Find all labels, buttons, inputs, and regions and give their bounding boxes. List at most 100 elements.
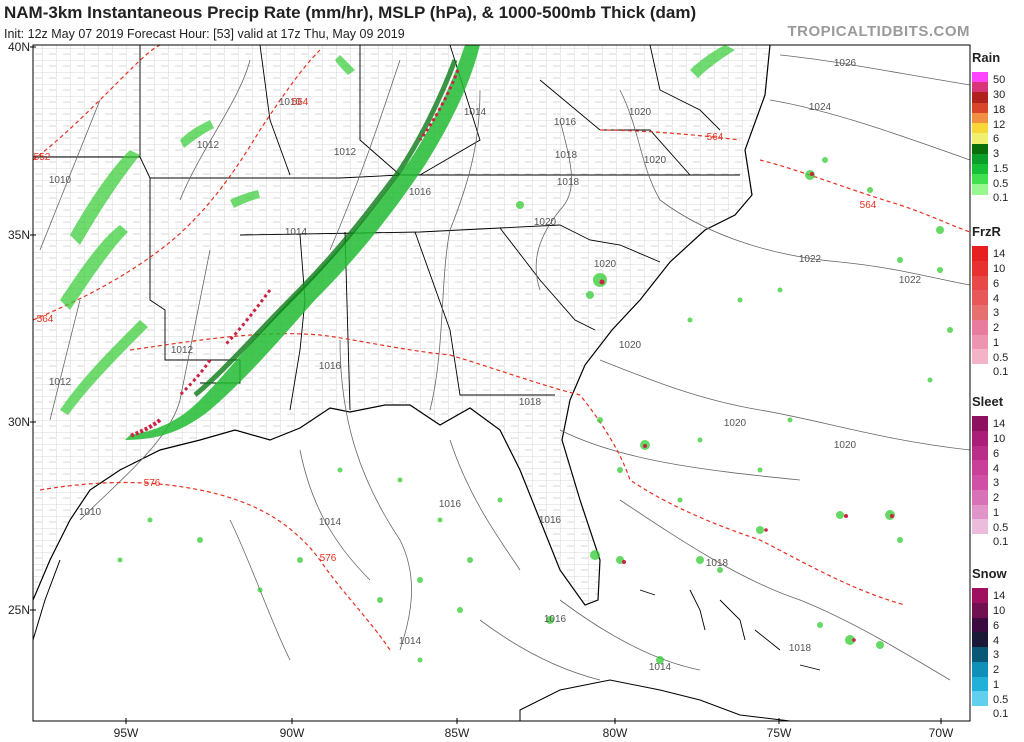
legend-tick-label: 2 xyxy=(993,322,1000,335)
legend-swatch xyxy=(972,275,988,291)
legend-swatch xyxy=(972,260,988,276)
legend-swatch xyxy=(972,194,988,205)
isobars xyxy=(39,54,970,681)
lat-label: 30N xyxy=(8,415,30,429)
isobar-label: 1020 xyxy=(594,259,617,270)
isobar-label: 1010 xyxy=(49,175,72,186)
mexico-coastline xyxy=(33,559,61,641)
legend-tick-label: 1.5 xyxy=(993,162,1009,175)
isobar-label: 1020 xyxy=(644,155,667,166)
legend-swatch xyxy=(972,72,988,83)
legend-tick-label: 6 xyxy=(993,619,1000,632)
legend-swatch xyxy=(972,632,988,648)
legend-swatch xyxy=(972,661,988,677)
isobar-label: 1022 xyxy=(799,254,822,265)
legend-swatch xyxy=(972,133,988,144)
legend-tick-label: 14 xyxy=(993,418,1006,431)
legend-swatch xyxy=(972,617,988,633)
legend-tick-label: 3 xyxy=(993,649,1000,662)
legend-rain-colorbar xyxy=(972,72,988,205)
thickness-label: 564 xyxy=(707,132,724,143)
legend-tick-label: 3 xyxy=(993,148,1000,161)
isobar-label: 1012 xyxy=(197,140,220,151)
lon-label: 80W xyxy=(603,726,628,740)
legend-swatch xyxy=(972,602,988,618)
isobar-label: 1018 xyxy=(555,150,578,161)
legend-tick-label: 0.5 xyxy=(993,351,1009,364)
isobar-label: 1014 xyxy=(319,517,342,528)
legend-tick-label: 6 xyxy=(993,133,1000,146)
legend-swatch xyxy=(972,691,988,707)
thickness-label: 564 xyxy=(292,97,309,108)
legend-swatch xyxy=(972,489,988,505)
brand-watermark: TROPICALTIDBITS.COM xyxy=(787,23,970,40)
isobar-label: 1020 xyxy=(619,340,642,351)
isobar-label: 1014 xyxy=(464,107,487,118)
isobar-label: 1012 xyxy=(334,147,357,158)
legend-tick-label: 0.5 xyxy=(993,177,1009,190)
legend-tick-label: 12 xyxy=(993,118,1006,131)
legend-frzr-colorbar xyxy=(972,246,988,379)
legend-tick-label: 6 xyxy=(993,447,1000,460)
legend-tick-label: 1 xyxy=(993,506,1000,519)
legend-swatch xyxy=(972,305,988,320)
isobar-label: 1016 xyxy=(544,614,567,625)
lat-label: 35N xyxy=(8,228,30,242)
precip-squall-line xyxy=(125,45,480,440)
longitude-labels: 95W 90W 85W 80W 75W 70W xyxy=(114,718,954,740)
legend-tick-label: 3 xyxy=(993,307,1000,320)
legend-swatch xyxy=(972,112,988,124)
isobar-label: 1016 xyxy=(409,187,432,198)
lat-label: 25N xyxy=(8,603,30,617)
lon-label: 75W xyxy=(767,726,792,740)
thickness-label: 576 xyxy=(320,553,337,564)
cuba-coastline xyxy=(519,679,791,721)
legend-frzr-title: FrzR xyxy=(972,224,1001,239)
legend-swatch xyxy=(972,82,988,93)
legend-tick-label: 4 xyxy=(993,462,1000,475)
isobar-label: 1010 xyxy=(279,97,302,108)
precip-western-bands xyxy=(60,45,735,415)
legend-sleet-title: Sleet xyxy=(972,394,1004,409)
lon-label: 70W xyxy=(929,726,954,740)
legend-swatch xyxy=(972,123,988,134)
isobar-label: 1020 xyxy=(534,217,557,228)
isobar-label: 1016 xyxy=(554,117,577,128)
isobar-label: 1016 xyxy=(439,499,462,510)
bahamas xyxy=(639,589,821,671)
legend-swatch xyxy=(972,706,988,721)
latitude-labels: 40N 35N 30N 25N xyxy=(8,40,36,617)
lon-label: 90W xyxy=(280,726,305,740)
legend-tick-label: 0.5 xyxy=(993,693,1009,706)
isobar-label: 1018 xyxy=(519,397,542,408)
legend-swatch xyxy=(972,430,988,446)
legend-tick-label: 10 xyxy=(993,262,1006,275)
legend-tick-label: 0.1 xyxy=(993,708,1009,721)
legend-frzr: FrzR 14 10 6 4 3 2 1 0.5 0.1 xyxy=(972,224,1024,384)
legend-sleet-colorbar xyxy=(972,416,988,549)
isobar-label-group: 1026 1024 1020 1020 1018 1018 1016 1016 1014 1014… xyxy=(49,58,922,673)
isobar-label: 1014 xyxy=(285,227,308,238)
precip-heavy-cells xyxy=(599,172,894,642)
isobar-label: 1018 xyxy=(789,643,812,654)
isobar-label: 1012 xyxy=(49,377,72,388)
legend-swatch xyxy=(972,349,988,365)
isobar-label: 1010 xyxy=(79,507,102,518)
legend-tick-label: 4 xyxy=(993,292,1000,305)
map-subtitle: Init: 12z May 07 2019 Forecast Hour: [53… xyxy=(4,27,405,41)
isobar-label: 1012 xyxy=(171,345,194,356)
legend-swatch xyxy=(972,174,988,185)
legend-swatch xyxy=(972,92,988,103)
lon-label: 85W xyxy=(445,726,470,740)
legend-swatch xyxy=(972,534,988,549)
legend-swatch xyxy=(972,475,988,490)
isobar-label: 1014 xyxy=(399,636,422,647)
legend-swatch xyxy=(972,163,988,175)
thickness-label: 576 xyxy=(144,478,161,489)
legend-tick-label: 14 xyxy=(993,590,1006,603)
isobar-label: 1018 xyxy=(706,558,729,569)
legend-tick-label: 30 xyxy=(993,88,1006,101)
legend-swatch xyxy=(972,647,988,662)
legend-swatch xyxy=(972,102,988,113)
legend-swatch xyxy=(972,588,988,603)
